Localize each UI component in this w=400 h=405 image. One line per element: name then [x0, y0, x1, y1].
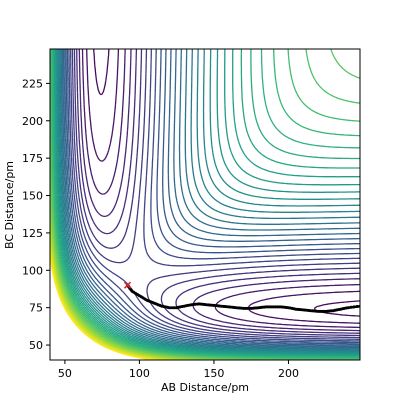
contour-level [60, 49, 360, 350]
contour-level [68, 49, 360, 342]
contour-level [50, 223, 187, 360]
y-tick-label: 225 [22, 77, 43, 90]
y-tick-label: 150 [22, 190, 43, 203]
y-tick-label: 50 [29, 339, 43, 352]
y-tick-label: 125 [22, 227, 43, 240]
y-tick-label: 75 [29, 302, 43, 315]
trajectory-point [349, 305, 353, 309]
trajectory-point [346, 306, 350, 310]
contour-level [69, 49, 360, 340]
contour-level [65, 49, 360, 345]
trajectory-point [355, 305, 359, 308]
y-tick-label: 175 [22, 152, 43, 165]
contour-level [57, 49, 360, 353]
y-axis-label: BC Distance/pm [3, 161, 16, 249]
contour-level [50, 213, 197, 360]
trajectory-point [352, 305, 356, 309]
start-point-x [123, 281, 132, 289]
contour-level [86, 49, 360, 324]
y-tick-label: 100 [22, 264, 43, 277]
contour-level [53, 49, 360, 357]
contour-level [50, 256, 154, 360]
contour-level [62, 49, 360, 348]
start-point-marker [123, 281, 132, 289]
contour-level [58, 49, 360, 352]
x-axis: 50 100 150 200 [58, 360, 299, 380]
contour-level [54, 49, 360, 356]
y-axis: 50 75 100 125 150 175 200 225 [22, 77, 50, 352]
x-tick-label: 200 [278, 367, 299, 380]
x-axis-label: AB Distance/pm [161, 381, 249, 394]
contour-level [71, 49, 360, 339]
plot-frame [49, 48, 361, 361]
contour-level [55, 49, 360, 355]
contour-level [56, 49, 360, 354]
contour-level [52, 49, 360, 358]
contour-level [66, 49, 360, 344]
x-tick-label: 150 [203, 367, 224, 380]
y-tick-label: 200 [22, 115, 43, 128]
contour-level [61, 49, 360, 349]
contour-level [51, 49, 360, 359]
trajectory-line [126, 283, 360, 313]
contour-level [76, 49, 360, 334]
contour-level [50, 183, 226, 360]
contour-level [54, 49, 360, 356]
x-tick-label: 100 [129, 367, 150, 380]
contour-level [59, 49, 360, 351]
x-tick-label: 50 [58, 367, 72, 380]
contour-level [50, 231, 178, 360]
contour-level [81, 49, 360, 329]
contour-level [78, 49, 360, 332]
contour-level [73, 49, 360, 337]
contour-level [50, 49, 360, 360]
contour-lines [50, 49, 360, 360]
contour-level [64, 49, 360, 346]
contour-level [50, 49, 360, 360]
